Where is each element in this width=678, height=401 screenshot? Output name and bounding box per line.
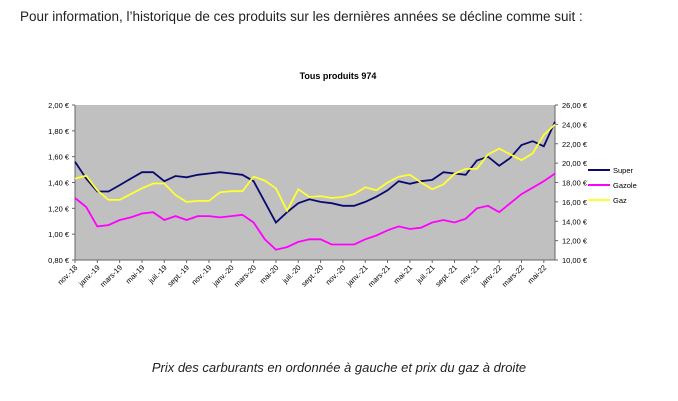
x-tick-label: nov.-20 xyxy=(324,263,348,287)
right-tick-label: 26,00 € xyxy=(562,101,588,110)
x-tick-label: mai-19 xyxy=(124,263,147,286)
right-tick-label: 14,00 € xyxy=(562,217,588,226)
x-tick-label: nov.-19 xyxy=(190,263,214,287)
left-tick-label: 0,80 € xyxy=(48,256,70,265)
x-tick-label: janv.-19 xyxy=(76,263,102,289)
left-tick-label: 1,20 € xyxy=(48,204,70,213)
plot-area xyxy=(75,105,555,260)
x-tick-label: mai-20 xyxy=(258,263,281,286)
x-tick-label: janv.-22 xyxy=(478,263,504,289)
left-tick-label: 1,60 € xyxy=(48,153,70,162)
legend-label-gazole: Gazole xyxy=(613,181,637,190)
right-tick-label: 10,00 € xyxy=(562,256,588,265)
x-tick-label: janv.-21 xyxy=(344,263,370,289)
right-tick-label: 24,00 € xyxy=(562,120,588,129)
left-tick-label: 1,80 € xyxy=(48,127,70,136)
x-tick-label: janv.-20 xyxy=(210,263,236,289)
legend-label-gaz: Gaz xyxy=(613,196,627,205)
x-tick-label: mai-22 xyxy=(526,263,549,286)
left-tick-label: 1,40 € xyxy=(48,179,70,188)
series-line-gazole xyxy=(74,172,556,251)
x-tick-label: mai-21 xyxy=(392,263,415,286)
x-tick-label: mars-20 xyxy=(232,263,258,289)
x-tick-label: mars-19 xyxy=(98,263,124,289)
right-tick-label: 20,00 € xyxy=(562,159,588,168)
left-tick-label: 1,00 € xyxy=(48,230,70,239)
right-tick-label: 16,00 € xyxy=(562,198,588,207)
x-tick-label: nov.-18 xyxy=(56,263,80,287)
series-line-gaz xyxy=(74,123,556,213)
x-tick-label: sept.-19 xyxy=(166,263,192,289)
right-tick-label: 18,00 € xyxy=(562,179,588,188)
intro-text: Pour information, l’historique de ces pr… xyxy=(20,9,583,24)
x-tick-label: sept.-20 xyxy=(299,263,325,289)
right-tick-label: 22,00 € xyxy=(562,140,588,149)
x-tick-label: mars-22 xyxy=(500,263,526,289)
right-tick-label: 12,00 € xyxy=(562,237,588,246)
chart-title: Tous produits 974 xyxy=(300,71,377,81)
x-tick-label: mars-21 xyxy=(366,263,392,289)
left-tick-label: 2,00 € xyxy=(48,101,70,110)
chart-caption: Prix des carburants en ordonnée à gauche… xyxy=(151,360,527,375)
x-tick-label: nov.-21 xyxy=(458,263,482,287)
legend-label-super: Super xyxy=(613,166,634,175)
series-line-super xyxy=(74,121,556,224)
x-tick-label: sept.-21 xyxy=(433,263,459,289)
